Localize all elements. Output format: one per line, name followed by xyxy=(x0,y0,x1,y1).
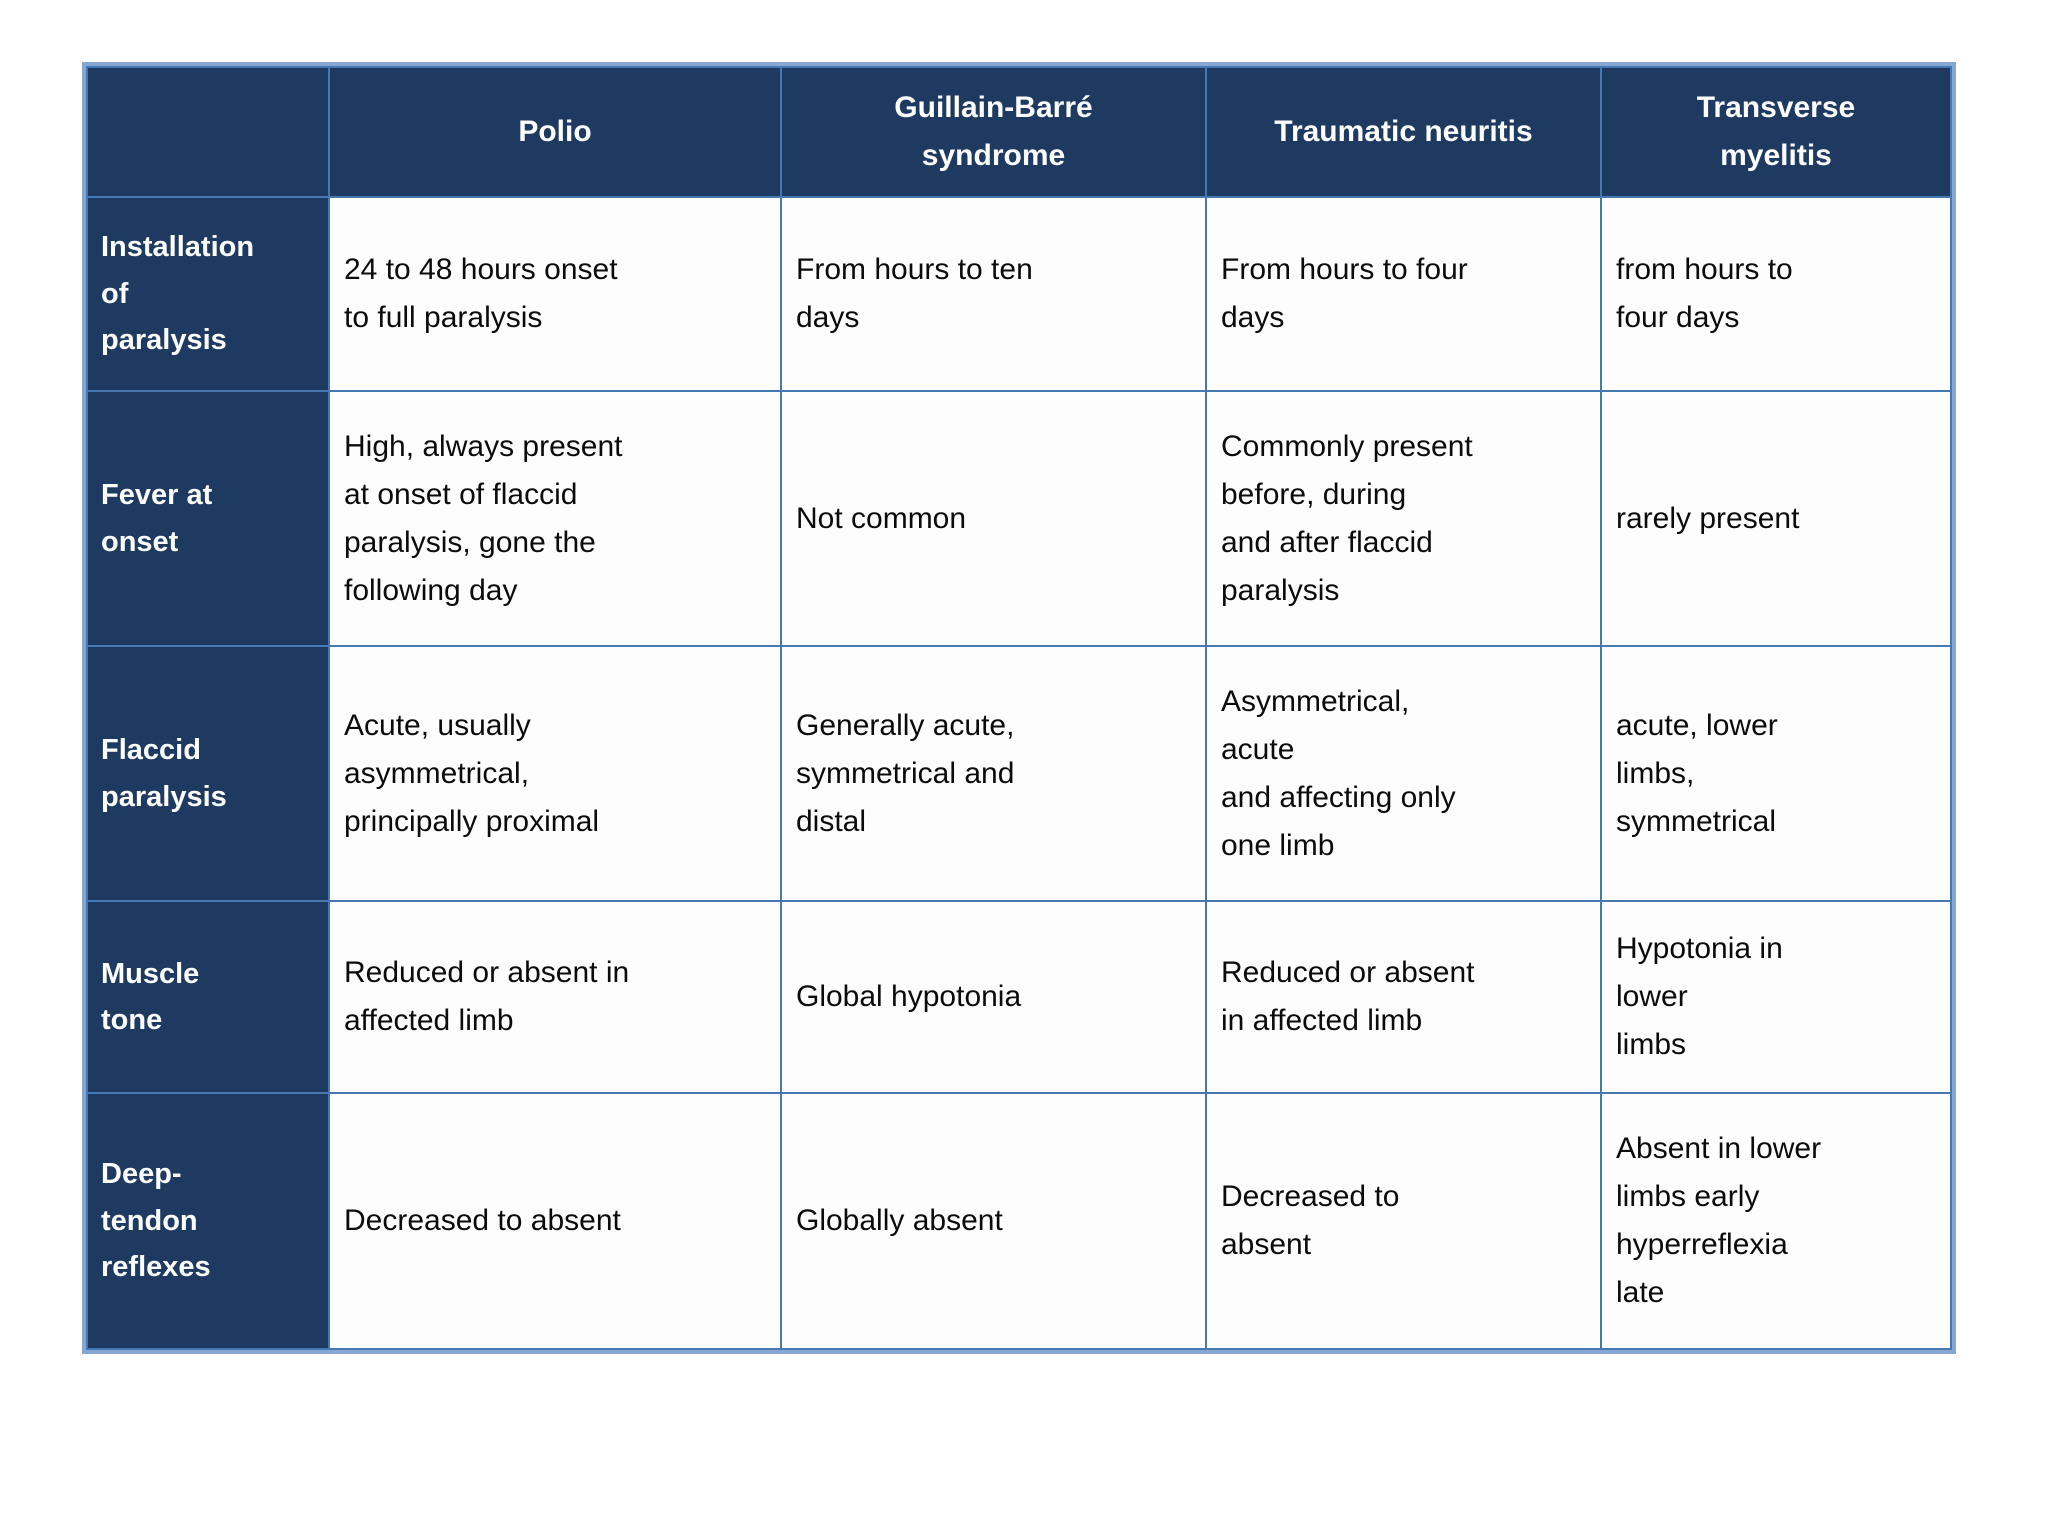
cell-fever-transverse: rarely present xyxy=(1600,390,1952,647)
cell-flaccid-traumatic: Asymmetrical, acute and affecting only o… xyxy=(1205,645,1602,902)
cell-fever-traumatic: Commonly present before, during and afte… xyxy=(1205,390,1602,647)
cell-flaccid-transverse: acute, lower limbs, symmetrical xyxy=(1600,645,1952,902)
table-row-muscle-tone: Muscle tone Reduced or absent in affecte… xyxy=(86,900,1952,1094)
header-row: Polio Guillain-Barré syndrome Traumatic … xyxy=(86,66,1952,198)
column-header-transverse-myelitis: Transverse myelitis xyxy=(1600,66,1952,198)
row-label-installation: Installation of paralysis xyxy=(86,196,330,392)
cell-installation-transverse: from hours to four days xyxy=(1600,196,1952,392)
table-row-reflexes: Deep- tendon reflexes Decreased to absen… xyxy=(86,1092,1952,1350)
cell-reflexes-polio: Decreased to absent xyxy=(328,1092,782,1350)
cell-muscle-transverse: Hypotonia in lower limbs xyxy=(1600,900,1952,1094)
corner-cell xyxy=(86,66,330,198)
row-label-muscle-tone: Muscle tone xyxy=(86,900,330,1094)
cell-flaccid-gbs: Generally acute, symmetrical and distal xyxy=(780,645,1207,902)
cell-reflexes-transverse: Absent in lower limbs early hyperreflexi… xyxy=(1600,1092,1952,1350)
row-label-flaccid: Flaccid paralysis xyxy=(86,645,330,902)
cell-installation-polio: 24 to 48 hours onset to full paralysis xyxy=(328,196,782,392)
cell-fever-polio: High, always present at onset of flaccid… xyxy=(328,390,782,647)
table-row-installation: Installation of paralysis 24 to 48 hours… xyxy=(86,196,1952,392)
table-row-flaccid: Flaccid paralysis Acute, usually asymmet… xyxy=(86,645,1952,902)
cell-fever-gbs: Not common xyxy=(780,390,1207,647)
cell-muscle-traumatic: Reduced or absent in affected limb xyxy=(1205,900,1602,1094)
comparison-table: Polio Guillain-Barré syndrome Traumatic … xyxy=(82,62,1956,1354)
cell-installation-traumatic: From hours to four days xyxy=(1205,196,1602,392)
cell-flaccid-polio: Acute, usually asymmetrical, principally… xyxy=(328,645,782,902)
cell-muscle-gbs: Global hypotonia xyxy=(780,900,1207,1094)
row-label-fever: Fever at onset xyxy=(86,390,330,647)
column-header-guillain-barre: Guillain-Barré syndrome xyxy=(780,66,1207,198)
column-header-traumatic-neuritis: Traumatic neuritis xyxy=(1205,66,1602,198)
cell-reflexes-traumatic: Decreased to absent xyxy=(1205,1092,1602,1350)
cell-installation-gbs: From hours to ten days xyxy=(780,196,1207,392)
cell-muscle-polio: Reduced or absent in affected limb xyxy=(328,900,782,1094)
column-header-polio: Polio xyxy=(328,66,782,198)
cell-reflexes-gbs: Globally absent xyxy=(780,1092,1207,1350)
table-row-fever: Fever at onset High, always present at o… xyxy=(86,390,1952,647)
row-label-reflexes: Deep- tendon reflexes xyxy=(86,1092,330,1350)
